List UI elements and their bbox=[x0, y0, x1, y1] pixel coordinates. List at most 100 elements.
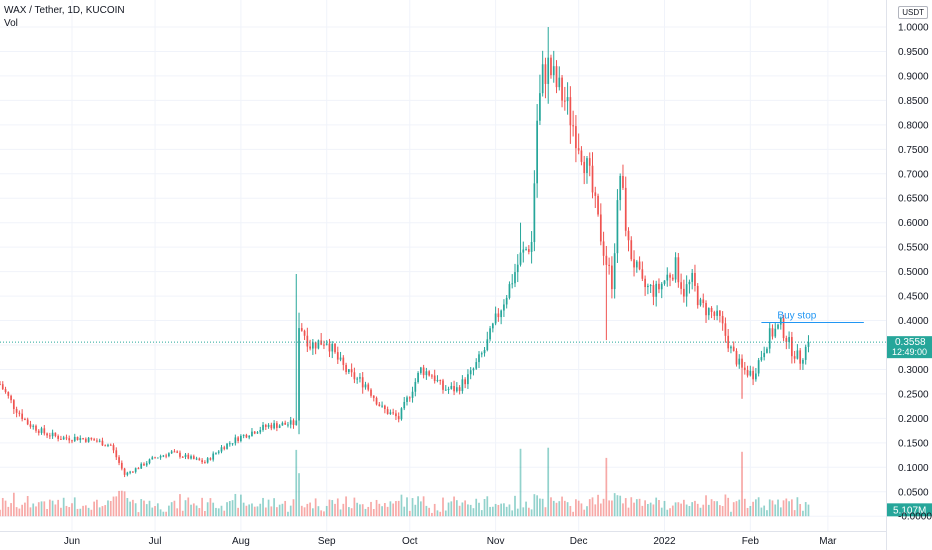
candle-body bbox=[134, 468, 137, 472]
candle-body bbox=[411, 391, 414, 398]
volume-bar bbox=[691, 502, 694, 517]
volume-bar bbox=[508, 504, 511, 517]
candle-body bbox=[325, 343, 328, 345]
candle-body bbox=[444, 389, 447, 391]
volume-bar bbox=[162, 511, 165, 517]
candle-body bbox=[439, 379, 442, 381]
time-tick-label: Jun bbox=[64, 536, 80, 547]
volume-bar bbox=[461, 502, 464, 517]
volume-bar bbox=[746, 507, 749, 517]
volume-bar bbox=[251, 503, 253, 517]
volume-bar bbox=[370, 501, 372, 517]
candle-body bbox=[383, 405, 386, 410]
candle-body bbox=[165, 455, 167, 457]
volume-bar bbox=[101, 506, 104, 517]
candle-body bbox=[234, 437, 237, 444]
candle-body bbox=[339, 357, 342, 360]
candle-body bbox=[436, 379, 439, 382]
volume-indicator-label[interactable]: Vol bbox=[4, 18, 18, 29]
candle-body bbox=[716, 310, 718, 316]
symbol-title[interactable]: WAX / Tether, 1D, KUCOIN bbox=[4, 5, 125, 16]
candle-body bbox=[569, 97, 572, 126]
volume-bar bbox=[804, 502, 807, 517]
candle-body bbox=[575, 126, 577, 149]
candle-body bbox=[796, 350, 799, 359]
time-axis[interactable]: Jun Jul Aug Sep Oct Nov Dec 2022 Feb Mar bbox=[0, 531, 886, 548]
volume-bar bbox=[12, 492, 15, 517]
volume-bar bbox=[633, 502, 635, 517]
candle-body bbox=[768, 328, 771, 349]
candle-body bbox=[206, 458, 209, 463]
candle-body bbox=[635, 261, 638, 268]
time-tick-label: 2022 bbox=[653, 536, 676, 547]
volume-bar bbox=[48, 499, 51, 517]
volume-bar bbox=[647, 503, 649, 517]
candle-body bbox=[619, 176, 622, 201]
candle-body bbox=[54, 432, 57, 436]
candle-body bbox=[298, 328, 300, 421]
candle-body bbox=[743, 367, 746, 371]
volume-bar bbox=[201, 497, 203, 517]
candle-body bbox=[683, 288, 685, 297]
candle-body bbox=[173, 451, 176, 453]
candle-body bbox=[755, 373, 757, 380]
volume-bar bbox=[458, 505, 461, 517]
volume-bar bbox=[107, 500, 109, 517]
candle-body bbox=[508, 284, 511, 298]
candle-body bbox=[663, 280, 666, 284]
candle-body bbox=[594, 192, 597, 196]
candle-body bbox=[721, 315, 724, 324]
candle-body bbox=[417, 372, 419, 382]
candle-body bbox=[749, 370, 752, 376]
volume-bar bbox=[24, 502, 26, 517]
countdown-timer: 12:49:00 bbox=[892, 347, 927, 357]
volume-bar bbox=[788, 501, 790, 517]
candle-body bbox=[633, 259, 635, 268]
volume-bar bbox=[65, 505, 68, 517]
candle-body bbox=[605, 255, 608, 265]
volume-bar bbox=[464, 500, 467, 517]
candle-body bbox=[602, 241, 605, 256]
volume-bar bbox=[181, 510, 184, 517]
currency-unit-badge[interactable]: USDT bbox=[898, 6, 928, 19]
volume-bar bbox=[323, 511, 325, 517]
candle-body bbox=[306, 335, 309, 347]
candle-body bbox=[757, 360, 760, 374]
volume-bar bbox=[79, 508, 82, 517]
volume-bar bbox=[436, 510, 439, 517]
volume-bar bbox=[37, 502, 40, 517]
candle-body bbox=[140, 463, 143, 469]
volume-bar bbox=[262, 497, 264, 517]
price-tick-label: 0.0500 bbox=[898, 487, 929, 498]
candle-body bbox=[259, 429, 262, 433]
candle-body bbox=[533, 183, 536, 242]
candle-body bbox=[386, 409, 389, 414]
candle-body bbox=[519, 252, 522, 265]
volume-bar bbox=[530, 509, 533, 517]
volume-bar bbox=[361, 504, 364, 517]
candle-body bbox=[658, 283, 660, 290]
candle-body bbox=[240, 435, 242, 441]
volume-bar bbox=[649, 502, 652, 517]
volume-bar bbox=[32, 503, 35, 517]
candle-body bbox=[782, 318, 785, 339]
volume-bar bbox=[785, 498, 788, 517]
candle-body bbox=[209, 458, 212, 460]
buy-stop-annotation[interactable]: Buy stop bbox=[761, 310, 864, 323]
candle-body bbox=[627, 230, 630, 241]
candle-body bbox=[406, 397, 408, 402]
volume-bar bbox=[677, 502, 680, 517]
candle-body bbox=[696, 285, 699, 306]
volume-bar bbox=[469, 504, 472, 517]
price-axis[interactable]: 1.0000 0.9500 0.9000 0.8500 0.8000 0.7500 0.70… bbox=[886, 0, 932, 550]
candle-body bbox=[73, 436, 76, 441]
volume-bar bbox=[514, 495, 516, 517]
candle-body bbox=[35, 425, 37, 431]
volume-bar bbox=[192, 503, 195, 517]
candle-body bbox=[372, 395, 375, 398]
candle-body bbox=[552, 66, 555, 76]
volume-bar bbox=[755, 499, 757, 517]
volume-bar bbox=[359, 504, 361, 517]
candle-body bbox=[120, 462, 123, 469]
